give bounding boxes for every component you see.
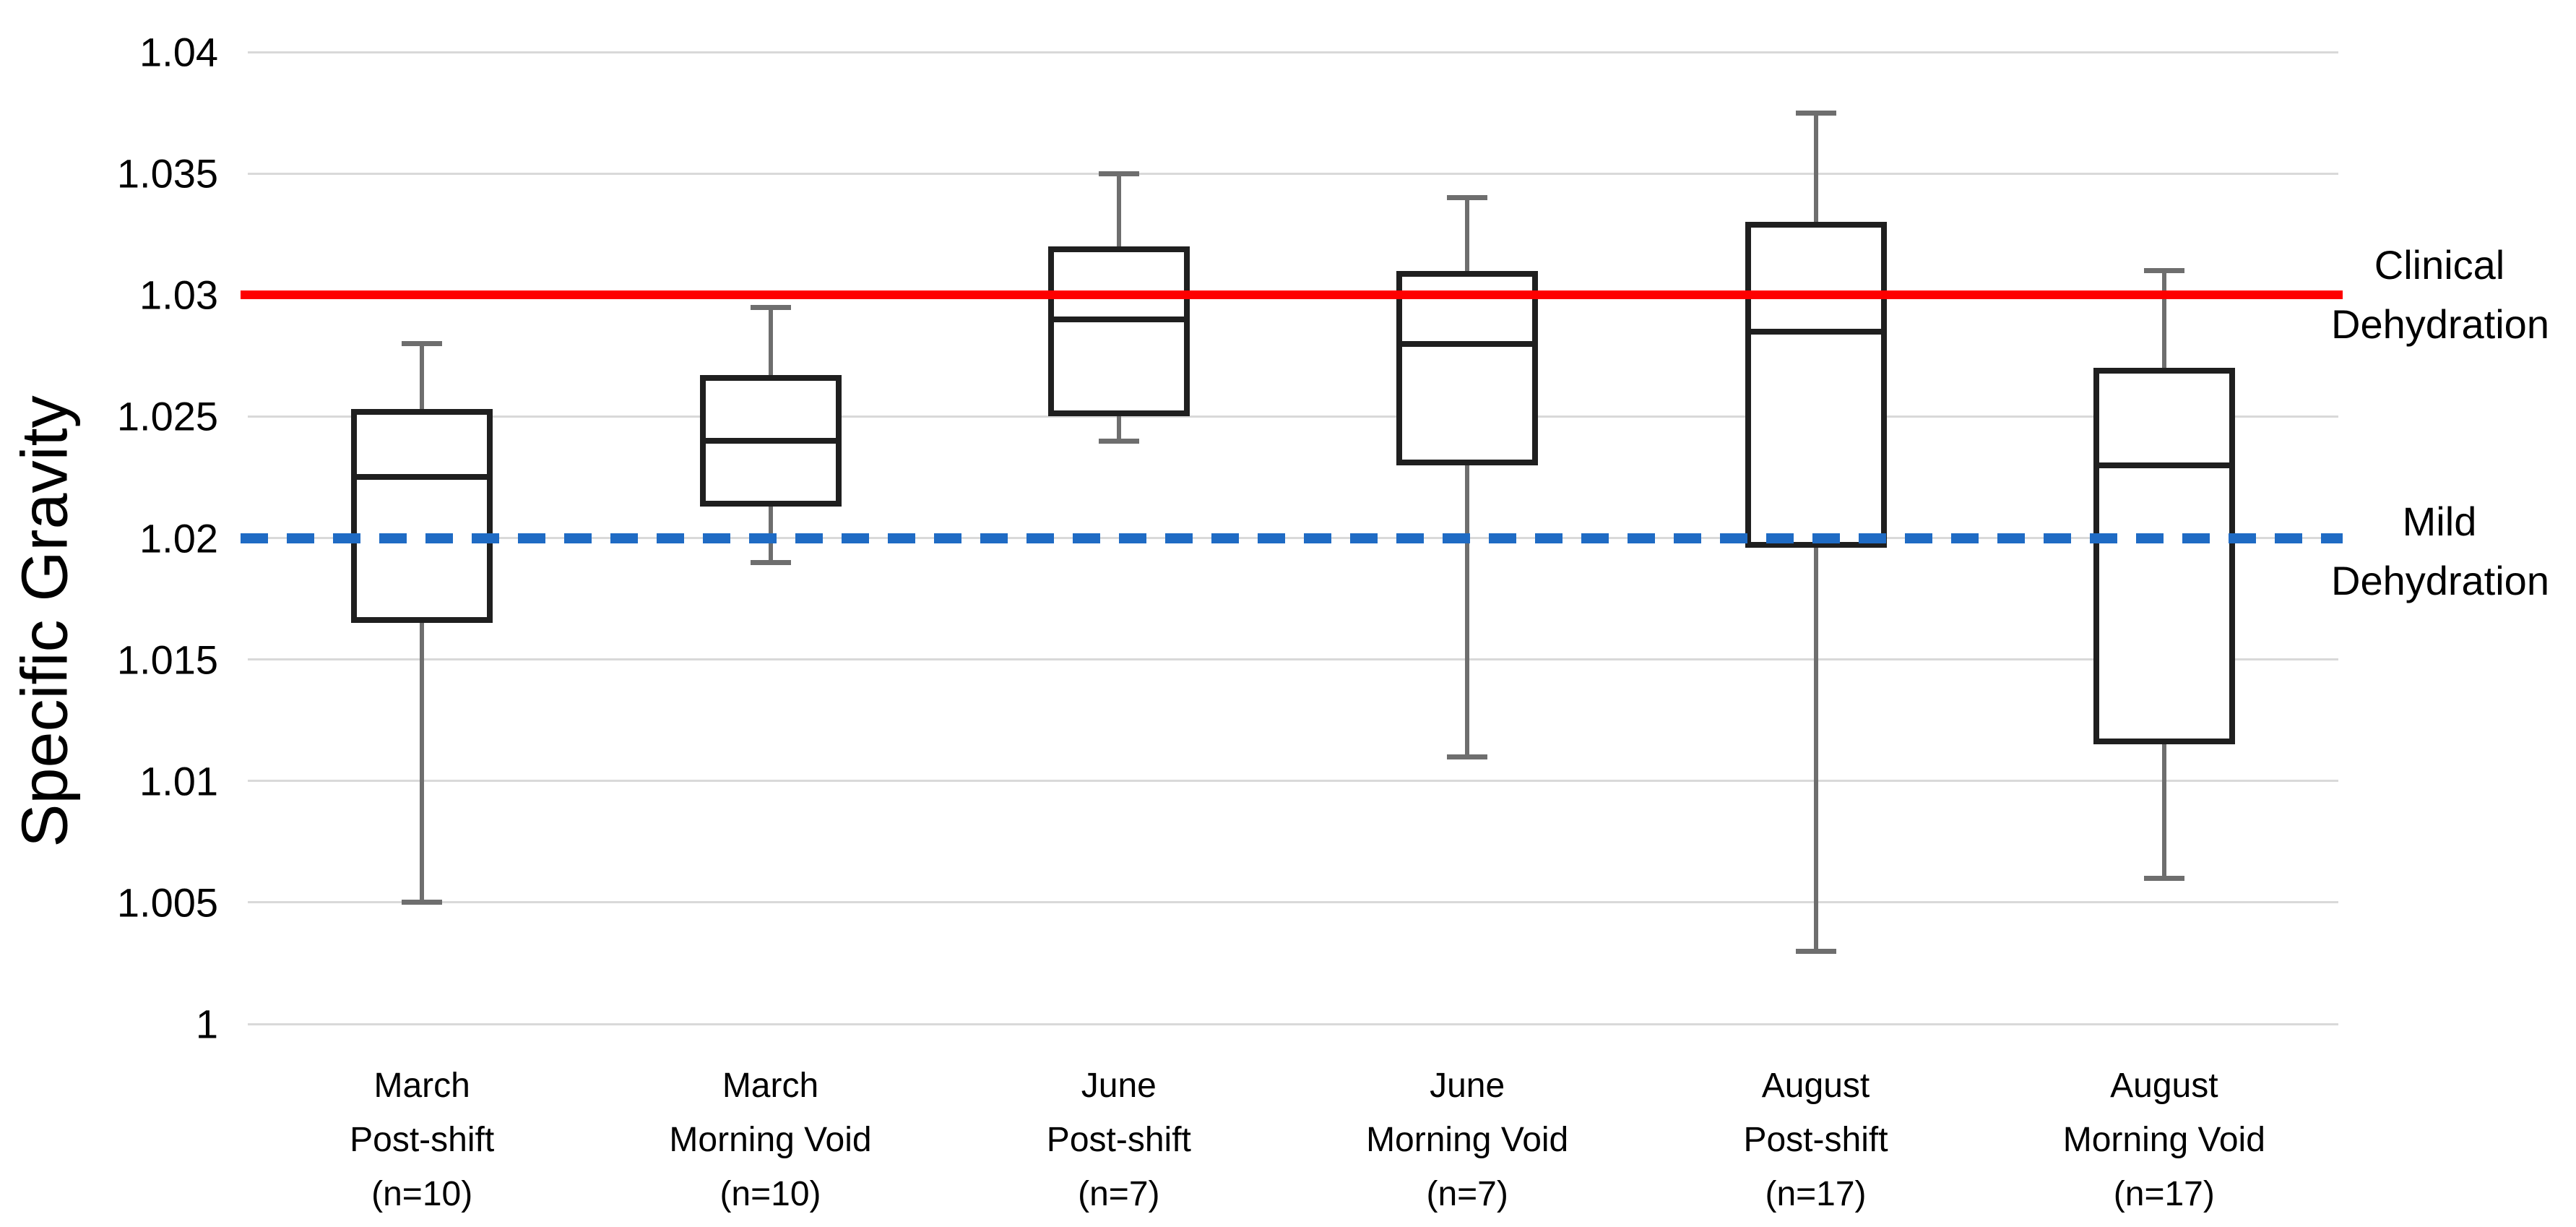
- category-label-4: August Post-shift (n=17): [1743, 1059, 1888, 1221]
- category-label-line: August: [1761, 1067, 1870, 1105]
- iqr-box: [1047, 246, 1190, 417]
- y-tick-label: 1.005: [116, 879, 218, 926]
- whisker-upper-stem: [1465, 197, 1470, 271]
- category-label-line: (n=7): [1426, 1175, 1508, 1213]
- whisker-lower-cap: [2143, 875, 2184, 881]
- category-label-line: August: [2110, 1067, 2218, 1105]
- whisker-upper-cap: [1098, 171, 1139, 176]
- y-tick-label: 1.035: [116, 150, 218, 197]
- category-label-line: Morning Void: [2062, 1121, 2265, 1159]
- iqr-box: [1745, 222, 1887, 548]
- gridline: [248, 172, 2338, 175]
- y-tick-label: 1.025: [116, 393, 218, 439]
- median-line: [2099, 462, 2229, 468]
- whisker-lower-cap: [1447, 754, 1488, 759]
- gridline: [248, 415, 2338, 418]
- category-label-line: Post-shift: [1046, 1121, 1191, 1159]
- iqr-box: [2093, 368, 2235, 745]
- iqr-box: [351, 409, 493, 624]
- whisker-upper-stem: [1813, 113, 1818, 223]
- whisker-lower-stem: [1813, 547, 1818, 952]
- reference-label-clinical-dehydration: Clinical Dehydration: [2331, 236, 2549, 354]
- whisker-lower-cap: [1795, 948, 1836, 954]
- category-label-line: (n=10): [371, 1175, 473, 1213]
- whisker-lower-stem: [2161, 744, 2166, 879]
- category-label-line: March: [373, 1067, 470, 1105]
- category-label-line: (n=17): [1765, 1175, 1867, 1213]
- reference-line-clinical-dehydration: [241, 290, 2343, 300]
- whisker-upper-cap: [2143, 268, 2184, 274]
- y-tick-label: 1.02: [139, 515, 218, 561]
- category-label-line: June: [1430, 1067, 1505, 1105]
- gridline: [248, 658, 2338, 661]
- whisker-lower-cap: [402, 900, 443, 905]
- whisker-upper-cap: [750, 304, 791, 310]
- category-label-line: (n=10): [719, 1175, 821, 1213]
- whisker-lower-stem: [420, 623, 425, 903]
- category-label-2: June Post-shift (n=7): [1047, 1059, 1191, 1221]
- whisker-lower-cap: [1098, 438, 1139, 444]
- category-label-line: Morning Void: [1366, 1121, 1569, 1159]
- category-label-0: March Post-shift (n=10): [350, 1059, 494, 1221]
- whisker-upper-stem: [2161, 270, 2166, 369]
- reference-label-line: Dehydration: [2331, 557, 2549, 603]
- median-line: [1053, 316, 1184, 322]
- reference-label-line: Dehydration: [2331, 301, 2549, 348]
- iqr-box: [1396, 270, 1539, 465]
- gridline: [248, 901, 2338, 904]
- y-tick-label: 1.03: [139, 272, 218, 318]
- reference-line-mild-dehydration: [241, 533, 2343, 543]
- whisker-lower-stem: [1116, 416, 1121, 441]
- category-label-line: Post-shift: [350, 1121, 495, 1159]
- reference-label-line: Clinical: [2374, 242, 2505, 288]
- y-tick-label: 1.015: [116, 637, 218, 683]
- whisker-upper-cap: [1795, 110, 1836, 116]
- category-label-line: (n=7): [1078, 1175, 1160, 1213]
- category-label-line: June: [1081, 1067, 1157, 1105]
- whisker-upper-stem: [420, 343, 425, 410]
- median-line: [1750, 328, 1881, 335]
- whisker-upper-cap: [402, 341, 443, 346]
- category-label-line: (n=17): [2113, 1175, 2215, 1213]
- category-label-5: August Morning Void (n=17): [2063, 1059, 2265, 1221]
- gridline: [248, 1022, 2338, 1025]
- reference-label-line: Mild: [2402, 498, 2477, 544]
- whisker-upper-cap: [1447, 195, 1488, 201]
- whisker-upper-stem: [1116, 173, 1121, 246]
- whisker-upper-stem: [768, 307, 773, 376]
- whisker-lower-cap: [750, 559, 791, 565]
- category-label-line: Post-shift: [1743, 1121, 1888, 1159]
- median-line: [705, 438, 836, 444]
- y-tick-label: 1.04: [139, 29, 218, 75]
- category-label-1: March Morning Void (n=10): [669, 1059, 871, 1221]
- category-label-3: June Morning Void (n=7): [1366, 1059, 1568, 1221]
- whisker-lower-stem: [1465, 465, 1470, 757]
- category-label-line: Morning Void: [669, 1121, 872, 1159]
- gridline: [248, 780, 2338, 783]
- median-line: [357, 474, 488, 481]
- median-line: [1402, 340, 1533, 347]
- y-tick-label: 1: [195, 1001, 218, 1047]
- reference-label-mild-dehydration: Mild Dehydration: [2331, 492, 2549, 611]
- category-label-line: March: [722, 1067, 819, 1105]
- gridline: [248, 51, 2338, 53]
- y-tick-label: 1.01: [139, 758, 218, 804]
